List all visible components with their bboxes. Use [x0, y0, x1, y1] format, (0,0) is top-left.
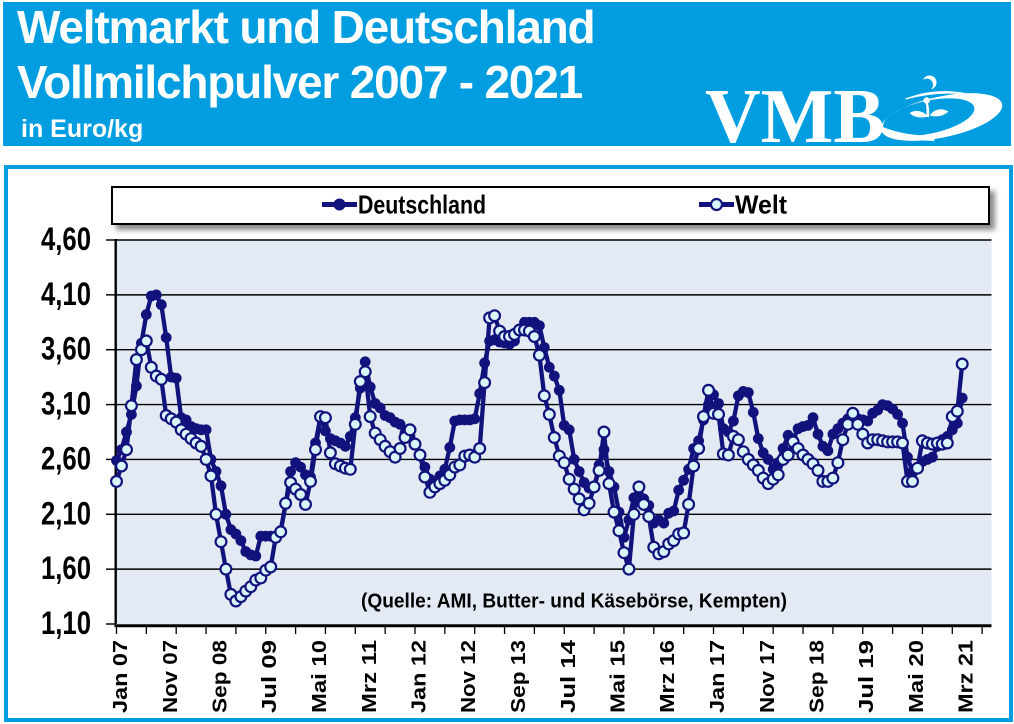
svg-text:4,10: 4,10 — [41, 276, 91, 312]
svg-text:2,10: 2,10 — [41, 495, 91, 531]
svg-text:Nov 07: Nov 07 — [160, 640, 182, 713]
svg-text:(Quelle: AMI, Butter- und Käse: (Quelle: AMI, Butter- und Käsebörse, Kem… — [361, 591, 787, 613]
svg-text:1,10: 1,10 — [41, 605, 91, 641]
svg-text:Mai 10: Mai 10 — [309, 640, 331, 713]
svg-text:Deutschland: Deutschland — [358, 190, 486, 220]
svg-text:Mrz 16: Mrz 16 — [657, 640, 679, 713]
svg-text:Jul 09: Jul 09 — [259, 640, 281, 713]
svg-text:Jul 19: Jul 19 — [856, 640, 878, 713]
svg-text:4,60: 4,60 — [41, 221, 91, 257]
svg-text:3,60: 3,60 — [41, 331, 91, 367]
svg-text:3,10: 3,10 — [41, 386, 91, 422]
svg-text:Mai 15: Mai 15 — [608, 640, 630, 713]
svg-text:Jan 12: Jan 12 — [409, 640, 431, 713]
svg-text:Mrz 21: Mrz 21 — [956, 640, 978, 713]
svg-text:Jan 17: Jan 17 — [707, 640, 729, 713]
svg-text:Sep 13: Sep 13 — [508, 640, 530, 713]
svg-text:Jul 14: Jul 14 — [558, 639, 580, 713]
svg-text:Mai 20: Mai 20 — [906, 640, 928, 713]
svg-text:2,60: 2,60 — [41, 440, 91, 476]
svg-text:Sep 08: Sep 08 — [210, 640, 232, 713]
svg-text:Nov 12: Nov 12 — [458, 640, 480, 713]
svg-text:Nov 17: Nov 17 — [757, 640, 779, 713]
svg-text:Sep 18: Sep 18 — [807, 640, 829, 713]
svg-text:Mrz 11: Mrz 11 — [359, 640, 381, 713]
svg-text:VMB: VMB — [705, 73, 885, 156]
svg-text:1,60: 1,60 — [41, 550, 91, 586]
svg-text:Welt: Welt — [735, 190, 787, 220]
svg-text:Jan 07: Jan 07 — [110, 640, 132, 713]
